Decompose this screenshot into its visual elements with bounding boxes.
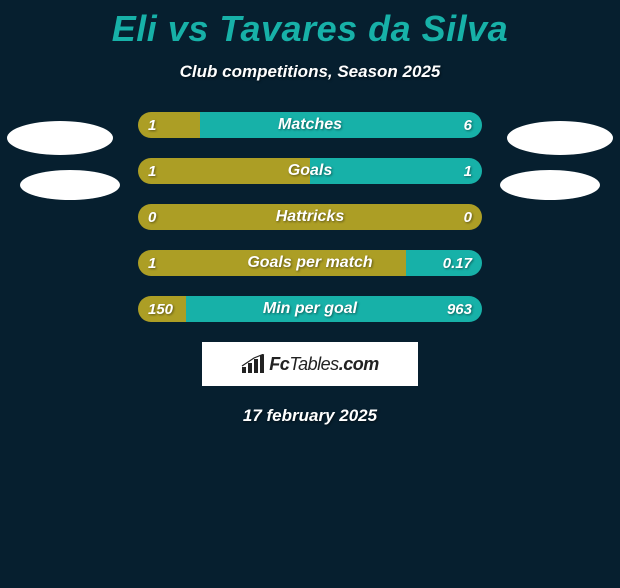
bar-chart-icon xyxy=(241,354,267,374)
bar-label: Hattricks xyxy=(138,204,482,230)
stat-bar: Goals1 1 xyxy=(138,158,482,184)
bar-value-right: 1 xyxy=(454,158,482,184)
bar-value-left: 1 xyxy=(138,158,166,184)
subtitle: Club competitions, Season 2025 xyxy=(0,62,620,82)
stat-bar: Matches1 6 xyxy=(138,112,482,138)
stat-bar: Min per goal150 963 xyxy=(138,296,482,322)
bar-label: Matches xyxy=(138,112,482,138)
bar-label: Goals per match xyxy=(138,250,482,276)
stat-bar: Hattricks0 0 xyxy=(138,204,482,230)
bar-value-left: 1 xyxy=(138,250,166,276)
stat-bar: Goals per match1 0.17 xyxy=(138,250,482,276)
page-title: Eli vs Tavares da Silva xyxy=(0,8,620,50)
bar-value-left: 0 xyxy=(138,204,166,230)
bar-value-right: 0 xyxy=(454,204,482,230)
player-right-photo-placeholder-1 xyxy=(507,121,613,155)
date-text: 17 february 2025 xyxy=(0,406,620,426)
player-left-photo-placeholder-2 xyxy=(20,170,120,200)
stat-bars-container: Matches16Goals11Hattricks00Goals per mat… xyxy=(138,112,482,322)
bar-value-left: 150 xyxy=(138,296,183,322)
bar-label: Min per goal xyxy=(138,296,482,322)
logo-text: FcTables.com xyxy=(269,354,378,375)
comparison-chart: Matches16Goals11Hattricks00Goals per mat… xyxy=(0,112,620,322)
bar-value-right: 6 xyxy=(454,112,482,138)
player-right-photo-placeholder-2 xyxy=(500,170,600,200)
bar-value-right: 0.17 xyxy=(433,250,482,276)
bar-label: Goals xyxy=(138,158,482,184)
bar-value-right: 963 xyxy=(437,296,482,322)
bar-value-left: 1 xyxy=(138,112,166,138)
player-left-photo-placeholder-1 xyxy=(7,121,113,155)
fctables-logo: FcTables.com xyxy=(202,342,418,386)
